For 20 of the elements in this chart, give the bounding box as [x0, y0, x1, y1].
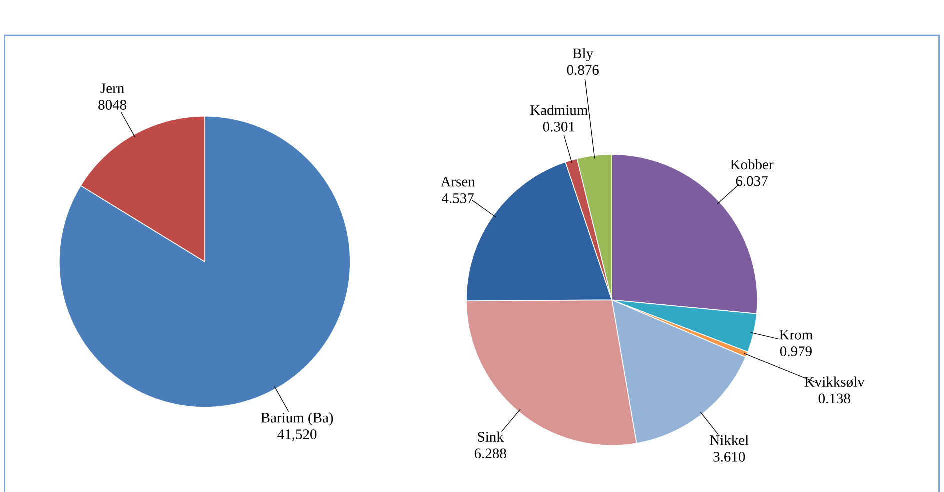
data-label: 0.876	[567, 65, 599, 76]
data-label: 6.288	[474, 448, 506, 459]
slice-label: Kvikksølv	[804, 376, 865, 388]
data-label: 6.037	[736, 176, 768, 186]
data-label: 0.138	[818, 394, 850, 404]
data-label: 3.610	[714, 452, 746, 462]
data-label: 8048	[98, 100, 127, 110]
slice-label: Kadmium	[530, 105, 588, 116]
data-label: 0.301	[543, 122, 575, 132]
slice-label: Krom	[780, 330, 813, 340]
data-label: 41,520	[278, 430, 317, 442]
slice-label: Sink	[478, 432, 504, 442]
slice-label: Jern	[100, 84, 124, 94]
data-label: 0.979	[780, 346, 812, 356]
data-label: 4.537	[442, 194, 474, 204]
slice-label: Kobber	[730, 159, 774, 170]
slice-label: Barium (Ba)	[261, 412, 334, 426]
slice-label: Nikkel	[710, 435, 749, 446]
slice-label: Arsen	[440, 176, 476, 187]
slice-label: Bly	[573, 48, 594, 62]
